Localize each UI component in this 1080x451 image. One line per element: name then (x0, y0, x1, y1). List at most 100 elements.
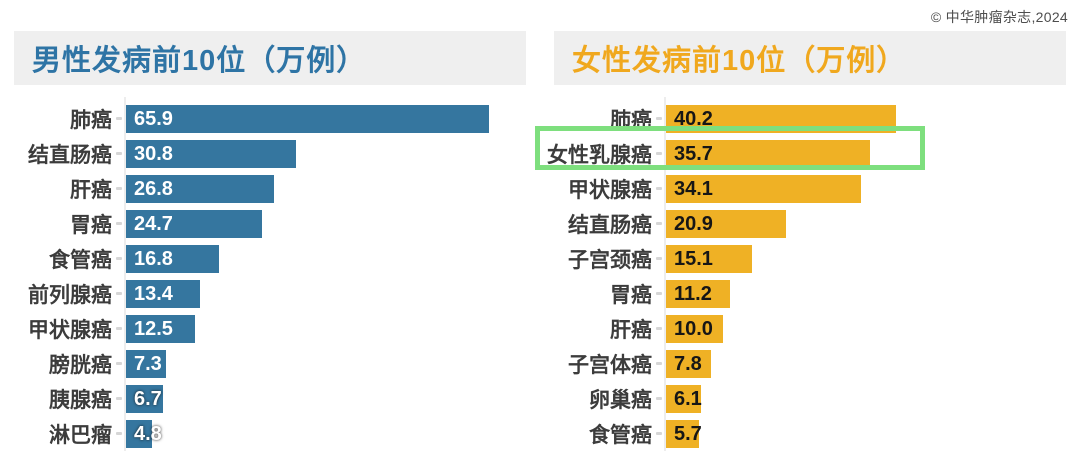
axis-tick (116, 292, 122, 295)
category-label: 胃癌 (70, 213, 112, 237)
female-incidence-chart: 女性发病前10位（万例） 肺癌 40.2 女性乳腺癌 35.7 甲状腺癌 34.1 结直肠癌… (535, 31, 1080, 451)
bar: 7.8 (666, 349, 711, 378)
axis-tick (116, 152, 122, 155)
value-label: 11.2 (674, 282, 712, 305)
bar-track: 7.3 (126, 349, 540, 378)
category-label: 结直肠癌 (28, 143, 112, 167)
chart-row: 肺癌 65.9 (0, 101, 540, 136)
bar: 10.0 (666, 314, 724, 343)
axis-tick (656, 327, 662, 330)
chart-row: 前列腺癌 13.4 (0, 276, 540, 311)
axis-tick (656, 187, 662, 190)
bar-track: 6.1 (666, 384, 1080, 413)
category-label: 女性乳腺癌 (547, 143, 652, 167)
category-label: 甲状腺癌 (28, 318, 112, 342)
value-label: 40.2 (674, 107, 713, 130)
value-label: 35.7 (674, 142, 713, 165)
axis-tick (116, 117, 122, 120)
axis-tick (656, 152, 662, 155)
male-incidence-chart: 男性发病前10位（万例） 肺癌 65.9 结直肠癌 30.8 肝癌 26.8 胃癌 24.7 食… (0, 31, 540, 451)
axis-tick (656, 292, 662, 295)
chart-row: 甲状腺癌 12.5 (0, 311, 540, 346)
bar-track: 24.7 (126, 209, 540, 238)
category-label: 淋巴瘤 (49, 423, 112, 447)
chart-row: 食管癌 16.8 (0, 241, 540, 276)
bar-track: 13.4 (126, 279, 540, 308)
bar-track: 10.0 (666, 314, 1080, 343)
bar: 13.4 (126, 279, 200, 308)
category-label: 食管癌 (589, 423, 652, 447)
category-label: 前列腺癌 (28, 283, 112, 307)
bar: 12.5 (126, 314, 195, 343)
axis-tick (656, 257, 662, 260)
chart-row: 结直肠癌 30.8 (0, 136, 540, 171)
bar: 11.2 (666, 279, 731, 308)
chart-row: 膀胱癌 7.3 (0, 346, 540, 381)
category-label: 膀胱癌 (49, 353, 112, 377)
axis-tick (116, 187, 122, 190)
bar: 34.1 (666, 174, 862, 203)
value-label: 34.1 (674, 177, 713, 200)
category-label: 结直肠癌 (568, 213, 652, 237)
value-label: 4.8 (134, 422, 162, 445)
copyright-text: © 中华肿瘤杂志,2024 (930, 9, 1068, 25)
value-label: 7.3 (134, 352, 162, 375)
value-label: 30.8 (134, 142, 173, 165)
chart-row: 胰腺癌 6.7 (0, 381, 540, 416)
category-label: 胰腺癌 (49, 388, 112, 412)
bar-track: 30.8 (126, 139, 540, 168)
axis-tick (656, 362, 662, 365)
category-label: 肝癌 (70, 178, 112, 202)
category-label: 子宫颈癌 (568, 248, 652, 272)
value-label: 20.9 (674, 212, 713, 235)
bar: 30.8 (126, 139, 296, 168)
chart-row: 子宫颈癌 15.1 (540, 241, 1080, 276)
axis-tick (656, 432, 662, 435)
bar-track: 5.7 (666, 419, 1080, 448)
bar: 7.3 (126, 349, 167, 378)
value-label: 15.1 (674, 247, 713, 270)
category-label: 胃癌 (610, 283, 652, 307)
category-label: 肺癌 (70, 108, 112, 132)
chart-row: 胃癌 11.2 (540, 276, 1080, 311)
category-label: 卵巢癌 (589, 388, 652, 412)
chart-row: 肺癌 40.2 (540, 101, 1080, 136)
chart-row: 肝癌 26.8 (0, 171, 540, 206)
chart-row: 结直肠癌 20.9 (540, 206, 1080, 241)
bar: 5.7 (666, 419, 702, 448)
axis-tick (656, 222, 662, 225)
bar-track: 16.8 (126, 244, 540, 273)
bar: 24.7 (126, 209, 263, 238)
chart-row: 食管癌 5.7 (540, 416, 1080, 451)
value-label: 6.7 (134, 387, 162, 410)
chart-row: 子宫体癌 7.8 (540, 346, 1080, 381)
axis-line (124, 97, 126, 451)
category-label: 肺癌 (610, 108, 652, 132)
male-chart-title: 男性发病前10位（万例） (32, 45, 367, 77)
male-chart-rows: 肺癌 65.9 结直肠癌 30.8 肝癌 26.8 胃癌 24.7 食管癌 16.8 前列腺癌 13.… (0, 97, 540, 451)
chart-row: 女性乳腺癌 35.7 (535, 126, 1080, 171)
axis-tick (656, 397, 662, 400)
bar: 65.9 (126, 104, 489, 133)
bar-track: 4.8 (126, 419, 540, 448)
bar-track: 65.9 (126, 104, 540, 133)
bar-track: 40.2 (666, 104, 1080, 133)
bar-track: 35.7 (666, 139, 1080, 168)
bar: 6.7 (126, 384, 163, 413)
bar-track: 11.2 (666, 279, 1080, 308)
axis-tick (656, 117, 662, 120)
bar-track: 20.9 (666, 209, 1080, 238)
chart-row: 肝癌 10.0 (540, 311, 1080, 346)
female-chart-title: 女性发病前10位（万例） (572, 45, 907, 77)
value-label: 12.5 (134, 317, 173, 340)
bar-track: 6.7 (126, 384, 540, 413)
value-label: 24.7 (134, 212, 173, 235)
male-chart-title-box: 男性发病前10位（万例） (14, 31, 526, 85)
value-label: 65.9 (134, 107, 173, 130)
axis-tick (116, 397, 122, 400)
value-label: 16.8 (134, 247, 173, 270)
chart-row: 淋巴瘤 4.8 (0, 416, 540, 451)
bar: 16.8 (126, 244, 219, 273)
bar-track: 26.8 (126, 174, 540, 203)
